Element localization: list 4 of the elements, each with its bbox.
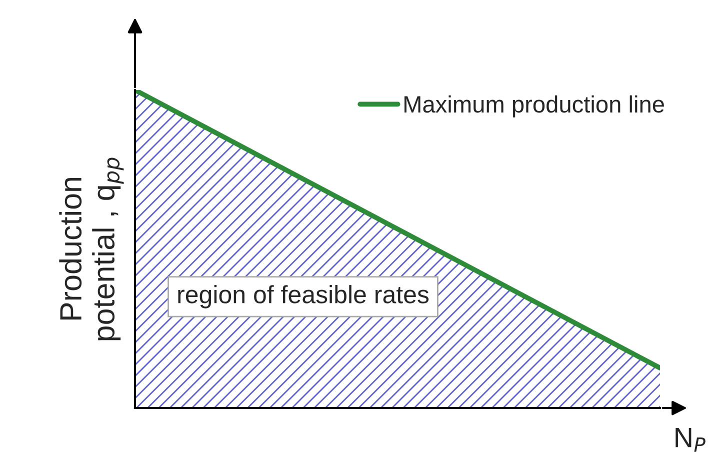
legend-label: Maximum production line [404, 95, 664, 118]
y-axis-title: Production potential , q$_{pp}$ [59, 158, 124, 340]
annotation: region of feasible rates [178, 285, 429, 308]
x-axis-title: N$_{P}$ [676, 428, 706, 452]
